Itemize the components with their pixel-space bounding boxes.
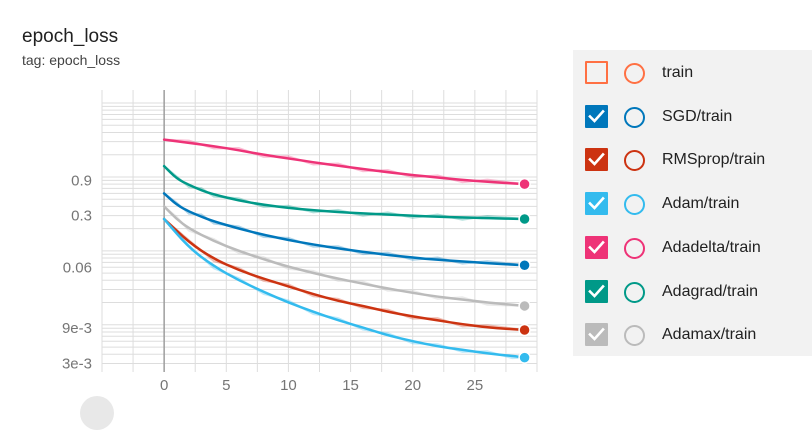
legend-item-sgd-train[interactable]: SGD/train [573, 102, 812, 132]
y-tick-label: 3e-3 [62, 355, 92, 372]
legend-label: Adamax/train [662, 326, 757, 344]
legend-circle-icon[interactable] [624, 325, 645, 347]
y-tick-labels: 3e-3 9e-3 0.06 0.3 0.9 [62, 172, 92, 372]
x-tick-label: 10 [280, 377, 297, 394]
x-tick-label: 25 [467, 377, 484, 394]
x-tick-label: 5 [222, 377, 230, 394]
legend-checkbox-adamax-train[interactable] [585, 323, 608, 347]
series-line-raw-adam-train [163, 218, 525, 360]
legend-label: Adagrad/train [662, 282, 759, 300]
legend-label: Adam/train [662, 195, 740, 213]
checkmark-icon [588, 240, 605, 254]
x-tick-label: 20 [404, 377, 421, 394]
checkmark-icon [588, 327, 605, 342]
series-end-point-adam-train [518, 351, 531, 364]
series-line-adagrad-train [162, 164, 526, 221]
legend-circle-icon[interactable] [624, 194, 645, 216]
legend-checkbox-adadelta-train[interactable] [585, 235, 608, 259]
legend-label: SGD/train [662, 107, 733, 125]
x-tick-labels: 0 5 10 15 20 25 [160, 377, 483, 394]
legend-label: RMSprop/train [662, 151, 766, 169]
legend-label: train [662, 64, 694, 81]
legend-item-rmsprop-train[interactable]: RMSprop/train [573, 145, 812, 175]
series-end-point-adagrad-train [518, 212, 531, 226]
y-tick-label: 0.06 [63, 259, 92, 276]
y-tick-label: 0.9 [71, 172, 92, 189]
legend-circle-icon[interactable] [624, 63, 645, 84]
legend-checkbox-sgd-train[interactable] [585, 104, 608, 128]
y-tick-label: 9e-3 [62, 320, 92, 337]
chart-series [162, 138, 526, 360]
series-end-point-rmsprop-train [518, 323, 531, 337]
legend-panel: train SGD/train RMSprop/train Adam/train Ada… [573, 50, 812, 356]
scroll-handle[interactable] [80, 396, 114, 430]
x-tick-label: 0 [160, 377, 168, 394]
y-tick-label: 0.3 [71, 208, 92, 225]
checkmark-icon [588, 153, 605, 167]
series-line-raw-rmsprop-train [163, 218, 525, 331]
legend-item-adadelta-train[interactable]: Adadelta/train [573, 233, 812, 263]
legend-item-adamax-train[interactable]: Adamax/train [573, 320, 812, 350]
legend-item-train[interactable]: train [573, 58, 812, 88]
series-line-adam-train [162, 217, 526, 359]
series-line-adadelta-train [162, 138, 526, 186]
checkmark-icon [588, 196, 605, 210]
chart-tag: tag: epoch_loss [22, 52, 121, 68]
legend-checkbox-adagrad-train[interactable] [585, 279, 608, 303]
legend-item-adam-train[interactable]: Adam/train [573, 189, 812, 219]
legend-checkbox-rmsprop-train[interactable] [585, 148, 608, 172]
legend-circle-icon[interactable] [624, 237, 645, 259]
x-tick-label: 15 [342, 377, 359, 394]
series-end-point-adadelta-train [518, 177, 531, 191]
series-line-sgd-train [162, 192, 526, 267]
series-line-rmsprop-train [162, 217, 526, 332]
loss-chart[interactable]: 3e-3 9e-3 0.06 0.3 0.9 0 5 10 15 20 25 [0, 0, 570, 405]
series-end-point-adamax-train [518, 299, 531, 313]
checkmark-icon [588, 284, 605, 298]
checkmark-icon [588, 109, 605, 123]
legend-item-adagrad-train[interactable]: Adagrad/train [573, 277, 812, 307]
legend-circle-icon[interactable] [624, 281, 645, 303]
legend-checkbox-train[interactable] [585, 61, 608, 84]
legend-circle-icon[interactable] [624, 106, 645, 128]
legend-checkbox-adam-train[interactable] [585, 192, 608, 216]
chart-grid [101, 90, 538, 372]
legend-label: Adadelta/train [662, 238, 761, 256]
series-end-point-sgd-train [518, 258, 531, 272]
series-line-adamax-train [162, 205, 526, 308]
legend-circle-icon[interactable] [624, 150, 645, 172]
chart-title: epoch_loss [22, 26, 119, 47]
chart-end-markers [518, 177, 531, 364]
